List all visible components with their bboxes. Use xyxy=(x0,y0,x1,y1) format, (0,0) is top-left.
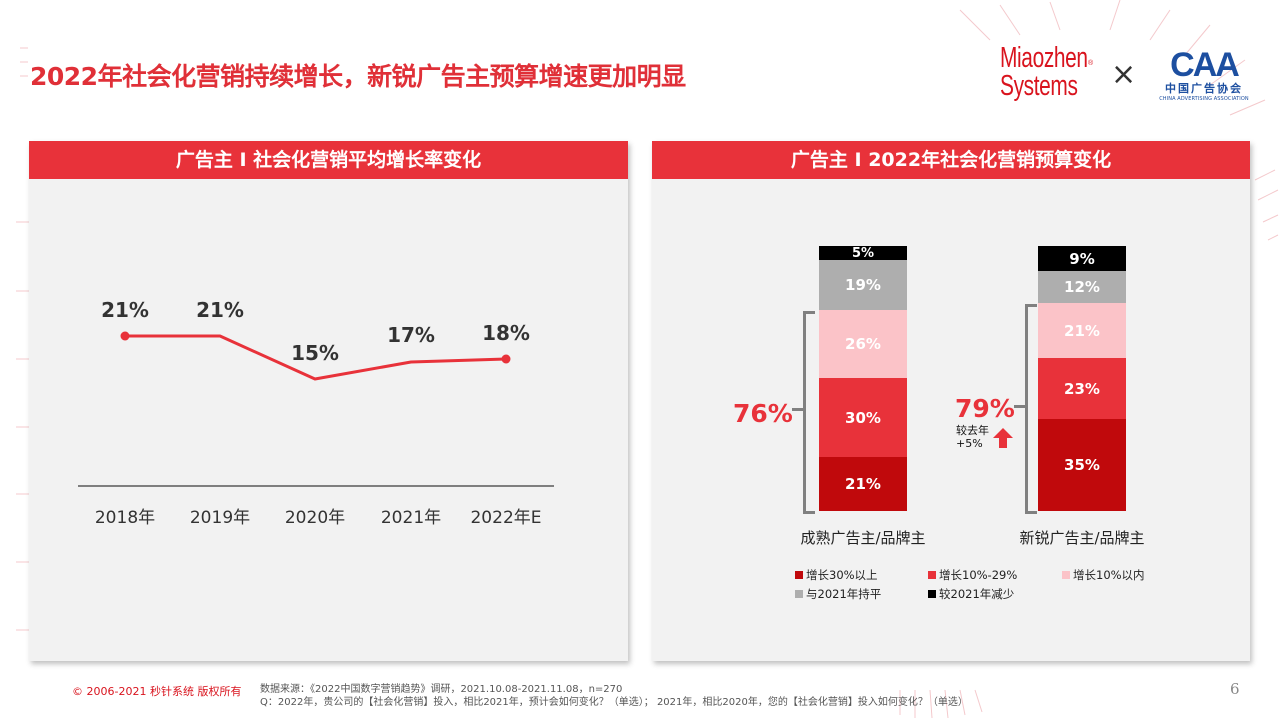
new-growth-total: 79% xyxy=(955,394,1015,423)
value-label-2021: 17% xyxy=(387,323,435,347)
legend-swatch xyxy=(795,571,803,579)
bar-segment-growth-10-29: 23% xyxy=(1038,358,1126,419)
page-number: 6 xyxy=(1230,680,1240,698)
budget-change-panel: 广告主 I 2022年社会化营销预算变化 xyxy=(652,141,1250,661)
x-label-2019: 2019年 xyxy=(189,508,251,528)
legend-swatch xyxy=(795,590,803,598)
x-label-2021: 2021年 xyxy=(380,508,442,528)
value-label-2020: 15% xyxy=(291,341,339,365)
caa-logo-chinese: 中国广告协会 xyxy=(1165,82,1243,95)
legend-item-growth-10-29: 增长10%-29% xyxy=(928,567,1017,583)
legend-item-flat: 与2021年持平 xyxy=(795,586,881,602)
bar-segment-decrease: 9% xyxy=(1038,246,1126,271)
legend-swatch xyxy=(1062,571,1070,579)
caa-logo: CAA 中国广告协会 CHINA ADVERTISING ASSOCIATION xyxy=(1156,48,1252,103)
miaozhen-logo-line2: Systems xyxy=(1000,70,1078,102)
mature-growth-bracket xyxy=(803,311,815,514)
registered-mark: ® xyxy=(1088,60,1094,67)
x-label-2020: 2020年 xyxy=(284,508,346,528)
growth-rate-panel-header: 广告主 I 社会化营销平均增长率变化 xyxy=(29,141,628,179)
bar-segment-growth-30-plus: 21% xyxy=(819,457,907,511)
legend-swatch xyxy=(928,590,936,598)
legend-item-growth-under-10: 增长10%以内 xyxy=(1062,567,1145,583)
value-label-2018: 21% xyxy=(101,298,149,322)
legend-label: 增长10%以内 xyxy=(1073,568,1145,582)
new-bracket-tick xyxy=(1014,405,1028,408)
legend-swatch xyxy=(928,571,936,579)
yoy-change-label: 较去年 +5% xyxy=(956,424,989,450)
new-advertiser-bar: 9% 12% 21% 23% 35% xyxy=(1038,246,1126,511)
data-source-line: 数据来源：《2022中国数字营销趋势》调研，2021.10.08-2021.11… xyxy=(260,684,623,695)
bar-segment-growth-under-10: 26% xyxy=(819,310,907,378)
mature-advertiser-label: 成熟广告主/品牌主 xyxy=(800,529,926,547)
x-label-2018: 2018年 xyxy=(94,508,156,528)
times-icon: × xyxy=(1111,57,1137,92)
bar-segment-decrease: 5% xyxy=(819,246,907,261)
miaozhen-logo: Miaozhen Systems ® xyxy=(1000,42,1096,102)
bar-segment-growth-10-29: 30% xyxy=(819,378,907,457)
bar-segment-flat: 12% xyxy=(1038,271,1126,303)
miaozhen-logo-line1: Miaozhen xyxy=(1000,42,1088,74)
value-label-2019: 21% xyxy=(196,298,244,322)
x-label-2022e: 2022年E xyxy=(470,508,542,528)
bar-segment-growth-under-10: 21% xyxy=(1038,303,1126,358)
new-advertiser-label: 新锐广告主/品牌主 xyxy=(1019,529,1145,547)
bar-segment-flat: 19% xyxy=(819,260,907,310)
legend-item-decrease: 较2021年减少 xyxy=(928,586,1014,602)
copyright-notice: © 2006-2021 秒针系统 版权所有 xyxy=(72,685,242,698)
caa-logo-english: CHINA ADVERTISING ASSOCIATION xyxy=(1159,96,1249,102)
bar-segment-growth-30-plus: 35% xyxy=(1038,419,1126,511)
mature-advertiser-bar: 5% 19% 26% 30% 21% xyxy=(819,246,907,511)
legend-label: 较2021年减少 xyxy=(939,587,1015,601)
yoy-change-line2: +5% xyxy=(956,437,983,450)
arrow-up-icon xyxy=(993,428,1013,448)
legend-label: 增长30%以上 xyxy=(806,568,878,582)
slide-title: 2022年社会化营销持续增长，新锐广告主预算增速更加明显 xyxy=(30,62,686,91)
legend-label: 与2021年持平 xyxy=(806,587,882,601)
legend-label: 增长10%-29% xyxy=(939,568,1018,582)
survey-question-line: Q：2022年，贵公司的【社会化营销】投入，相比2021年，预计会如何变化？（单… xyxy=(260,697,968,708)
caa-logo-mark: CAA xyxy=(1170,46,1240,84)
legend-item-growth-30-plus: 增长30%以上 xyxy=(795,567,878,583)
budget-change-panel-header: 广告主 I 2022年社会化营销预算变化 xyxy=(652,141,1250,179)
growth-rate-panel: 广告主 I 社会化营销平均增长率变化 xyxy=(29,141,628,661)
data-source-note: 数据来源：《2022中国数字营销趋势》调研，2021.10.08-2021.11… xyxy=(260,683,968,709)
yoy-change-line1: 较去年 xyxy=(956,424,989,437)
x-axis xyxy=(78,485,554,487)
value-label-2022e: 18% xyxy=(482,321,530,345)
mature-growth-total: 76% xyxy=(733,399,793,428)
mature-bracket-tick xyxy=(792,408,806,411)
new-growth-bracket xyxy=(1025,304,1037,514)
